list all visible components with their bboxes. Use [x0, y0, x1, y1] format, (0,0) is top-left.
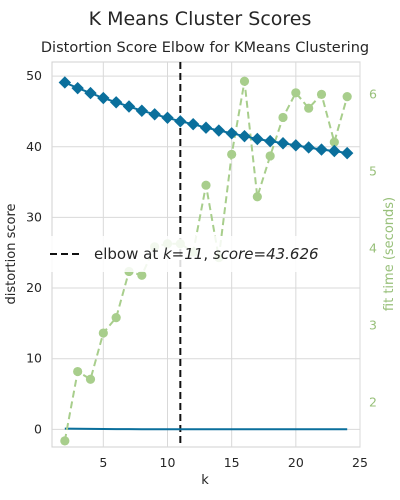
distortion-point [340, 146, 354, 160]
distortion-point [315, 143, 328, 156]
distortion-point [251, 132, 264, 146]
distortion-point [109, 96, 123, 109]
legend-box [42, 236, 358, 272]
y2-axis-label: fit time (seconds) [382, 197, 397, 311]
y2-tick-label: 5 [369, 163, 377, 178]
y2-tick-label: 2 [369, 394, 377, 409]
distortion-point [148, 108, 161, 121]
fit-time-point [252, 192, 262, 202]
distortion-point [84, 86, 97, 100]
distortion-point [174, 115, 187, 128]
fit-time-point [98, 328, 108, 338]
y-tick-label: 0 [34, 421, 42, 436]
legend-elbow-label: elbow at k=11, score=43.626 [94, 245, 319, 263]
distortion-point [135, 104, 149, 117]
y-axis-label: distortion score [4, 204, 19, 305]
y-tick-label: 10 [26, 351, 42, 366]
fit-time-point [329, 137, 339, 147]
fit-time-point [227, 149, 237, 159]
y2-tick-label: 4 [369, 240, 377, 255]
figure-title: K Means Cluster Scores [89, 8, 312, 30]
distortion-point [71, 81, 84, 95]
y-tick-label: 20 [26, 280, 42, 295]
y-tick-label: 40 [26, 139, 42, 154]
fit-time-point [239, 76, 250, 86]
fit-time-point [304, 103, 314, 113]
fit-time-point [278, 112, 288, 123]
y-axis-left-ticks: 0 10 20 30 40 50 [26, 68, 42, 436]
fit-time-point [85, 374, 96, 384]
y-tick-label: 30 [26, 209, 42, 224]
x-tick-label: 20 [288, 455, 304, 470]
fit-time-point [342, 92, 352, 102]
distortion-point [122, 100, 136, 113]
x-axis-ticks: 5 10 15 20 25 [99, 455, 368, 470]
distortion-point [238, 129, 251, 143]
fit-time-point [111, 313, 121, 323]
distortion-point [328, 144, 341, 158]
fit-time-point [73, 366, 83, 377]
x-tick-label: 10 [160, 455, 176, 470]
fit-time-point [316, 89, 327, 99]
distortion-point [186, 117, 200, 131]
distortion-point [225, 127, 238, 140]
fit-time-point [201, 180, 211, 190]
x-axis-label: k [201, 473, 209, 488]
x-tick-label: 15 [224, 455, 240, 470]
legend: elbow at k=11, score=43.626 [42, 236, 358, 272]
distortion-point [212, 124, 226, 137]
x-tick-label: 5 [99, 455, 107, 470]
fit-time-point [265, 151, 275, 161]
y2-tick-label: 3 [369, 317, 377, 332]
y-axis-right-ticks: 2 3 4 5 6 [369, 86, 377, 409]
baseline-line [64, 427, 348, 431]
x-tick-label: 25 [352, 455, 368, 470]
distortion-point [302, 141, 315, 154]
y-tick-label: 50 [26, 68, 42, 83]
distortion-point [289, 139, 303, 152]
distortion-point [263, 134, 277, 148]
y2-tick-label: 6 [369, 86, 377, 101]
fit-time-point [60, 436, 70, 446]
distortion-point [161, 111, 174, 125]
fit-time-point [291, 88, 301, 98]
distortion-point [58, 76, 72, 89]
distortion-point [97, 91, 110, 105]
chart-title: Distortion Score Elbow for KMeans Cluste… [41, 40, 369, 56]
distortion-point [199, 121, 213, 134]
distortion-point [276, 137, 290, 150]
fit-time-point [137, 270, 147, 280]
